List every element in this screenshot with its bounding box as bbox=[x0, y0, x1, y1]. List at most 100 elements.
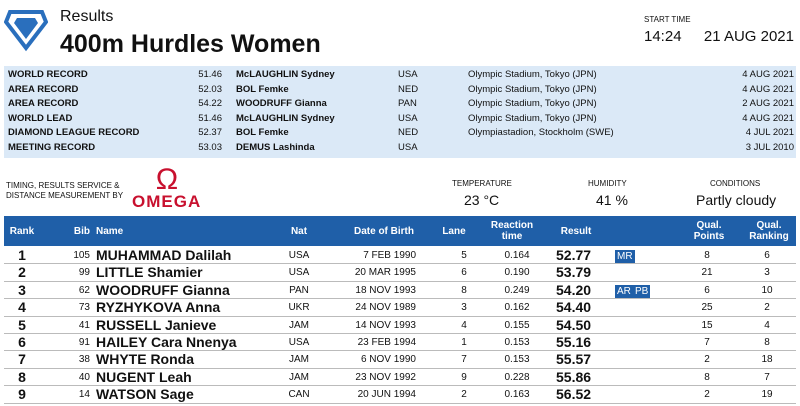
lane: 1 bbox=[461, 337, 467, 348]
qual-points: 7 bbox=[704, 337, 710, 348]
record-venue: Olympic Stadium, Tokyo (JPN) bbox=[468, 83, 597, 95]
athlete-name: WATSON Sage bbox=[96, 386, 194, 403]
qual-ranking: 6 bbox=[764, 250, 770, 261]
date-of-birth: 23 FEB 1994 bbox=[357, 337, 416, 348]
logo bbox=[4, 10, 48, 52]
record-venue: Olympic Stadium, Tokyo (JPN) bbox=[468, 69, 597, 80]
records-box: WORLD RECORD 51.46 McLAUGHLIN Sydney USA Oly… bbox=[4, 66, 796, 158]
nat: USA bbox=[288, 267, 310, 279]
result-row: 6 91 HAILEY Cara Nnenya USA 23 FEB 1994 1 0.15… bbox=[4, 334, 796, 352]
lane: 8 bbox=[461, 284, 467, 296]
rank: 2 bbox=[18, 264, 26, 281]
reaction-time: 0.249 bbox=[504, 284, 530, 296]
nat: USA bbox=[288, 337, 310, 348]
qual-ranking: 19 bbox=[761, 389, 773, 401]
qual-ranking: 3 bbox=[764, 267, 770, 279]
reaction-time: 0.163 bbox=[504, 389, 530, 401]
bib: 91 bbox=[78, 337, 90, 348]
table-header: Rank Bib Name Nat Date of Birth Lane Reaction … bbox=[4, 216, 796, 246]
record-mark: 52.37 bbox=[198, 127, 222, 139]
record-mark: 53.03 bbox=[198, 142, 222, 153]
record-holder: McLAUGHLIN Sydney bbox=[236, 112, 335, 124]
result-row: 2 99 LITTLE Shamier USA 20 MAR 1995 6 0.190 53.… bbox=[4, 264, 796, 282]
record-date: 3 JUL 2010 bbox=[745, 142, 794, 153]
qual-points: 25 bbox=[701, 302, 713, 314]
result: 56.52 bbox=[556, 386, 592, 403]
column-header: Rank bbox=[9, 225, 35, 237]
column-header: Nat bbox=[290, 225, 308, 237]
record-holder: BOL Femke bbox=[236, 127, 289, 139]
result-row: 3 62 WOODRUFF Gianna PAN 18 NOV 1993 8 0.249 54… bbox=[4, 282, 796, 300]
athlete-name: NUGENT Leah bbox=[96, 368, 192, 385]
humidity: 41 % bbox=[596, 192, 628, 208]
result-row: 1 105 MUHAMMAD Dalilah USA 7 FEB 1990 5 0.164 5… bbox=[4, 247, 796, 265]
sponsor: OMEGA bbox=[132, 192, 202, 211]
reaction-time: 0.164 bbox=[504, 250, 530, 261]
record-tag: MR bbox=[615, 250, 635, 263]
nat: UKR bbox=[288, 302, 310, 314]
rank: 4 bbox=[18, 299, 26, 316]
record-label: WORLD RECORD bbox=[8, 69, 88, 80]
reaction-time: 0.162 bbox=[504, 302, 530, 314]
record-mark: 51.46 bbox=[198, 69, 222, 80]
nat: PAN bbox=[289, 284, 309, 296]
result: 52.77 bbox=[556, 247, 592, 263]
qual-ranking: 18 bbox=[761, 354, 773, 366]
qual-points: 2 bbox=[704, 389, 710, 401]
omega-symbol: Ω bbox=[155, 163, 179, 196]
record-nat: NED bbox=[398, 83, 419, 95]
record-date: 4 AUG 2021 bbox=[742, 112, 794, 124]
athlete-name: RYZHYKOVA Anna bbox=[96, 299, 221, 316]
qual-ranking: 10 bbox=[761, 284, 773, 296]
athlete-name: WHYTE Ronda bbox=[96, 351, 194, 368]
record-label: DIAMOND LEAGUE RECORD bbox=[8, 127, 140, 139]
date-of-birth: 20 MAR 1995 bbox=[354, 267, 416, 279]
result: 54.40 bbox=[556, 299, 592, 316]
nat: JAM bbox=[289, 371, 309, 383]
reaction-time: 0.155 bbox=[504, 319, 530, 331]
record-holder: BOL Femke bbox=[236, 83, 289, 95]
qual-points: 8 bbox=[704, 371, 710, 383]
qual-points: 2 bbox=[704, 354, 710, 366]
column-header: Lane bbox=[442, 225, 466, 237]
result-row: 8 40 NUGENT Leah JAM 23 NOV 1992 9 0.228 55.86 8… bbox=[4, 368, 796, 387]
nat: JAM bbox=[289, 354, 309, 366]
record-nat: NED bbox=[398, 127, 419, 139]
bib: 73 bbox=[78, 302, 90, 314]
athlete-name: RUSSELL Janieve bbox=[96, 316, 217, 333]
lane: 9 bbox=[461, 371, 467, 383]
rank: 7 bbox=[18, 351, 26, 368]
record-mark: 52.03 bbox=[198, 83, 222, 95]
result: 55.57 bbox=[556, 351, 592, 368]
athlete-name: HAILEY Cara Nnenya bbox=[96, 334, 237, 350]
record-date: 4 AUG 2021 bbox=[742, 83, 794, 95]
rank: 1 bbox=[18, 247, 26, 263]
result: 55.86 bbox=[556, 368, 592, 385]
reaction-time: 0.153 bbox=[504, 337, 530, 348]
rank: 9 bbox=[18, 386, 26, 403]
date-of-birth: 18 NOV 1993 bbox=[355, 284, 416, 296]
record-date: 4 JUL 2021 bbox=[745, 127, 794, 139]
column-header: Name bbox=[96, 225, 124, 237]
table-body: 1 105 MUHAMMAD Dalilah USA 7 FEB 1990 5 0.164 5… bbox=[4, 247, 796, 406]
result-row: 4 73 RYZHYKOVA Anna UKR 24 NOV 1989 3 0.162 54.… bbox=[4, 299, 796, 317]
result: 53.79 bbox=[556, 264, 592, 281]
temperature: 23 °C bbox=[464, 192, 500, 208]
date-of-birth: 6 NOV 1990 bbox=[360, 354, 416, 366]
record-venue: Olympic Stadium, Tokyo (JPN) bbox=[468, 98, 597, 110]
bib: 41 bbox=[78, 319, 90, 331]
record-nat: PAN bbox=[398, 98, 417, 110]
nat: JAM bbox=[289, 319, 309, 331]
bib: 105 bbox=[73, 250, 90, 261]
reaction-time: 0.190 bbox=[504, 267, 530, 279]
bib: 38 bbox=[78, 354, 90, 366]
qual-ranking: 2 bbox=[764, 302, 770, 314]
title: 400m Hurdles Women bbox=[60, 30, 321, 58]
column-header: Bib bbox=[73, 225, 90, 237]
rank: 5 bbox=[18, 316, 26, 333]
start-time: 14:24 bbox=[644, 28, 682, 45]
result-row: 7 38 WHYTE Ronda JAM 6 NOV 1990 7 0.153 55.57 2 1… bbox=[4, 351, 796, 369]
record-nat: USA bbox=[398, 112, 418, 124]
reaction-time: 0.228 bbox=[504, 371, 530, 383]
